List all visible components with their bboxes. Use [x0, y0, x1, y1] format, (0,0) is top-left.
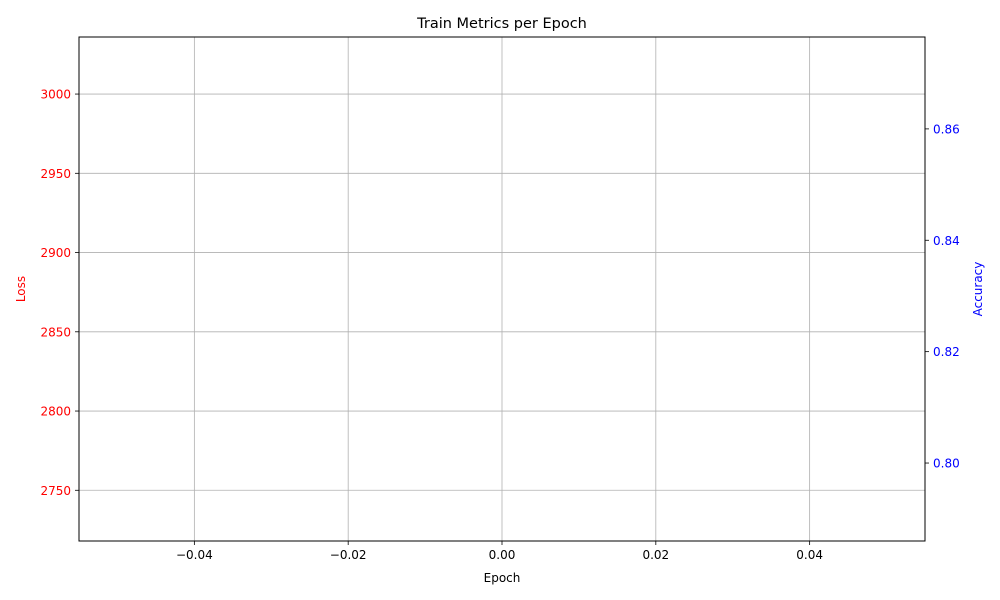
right-y-tick-label: 0.82 — [933, 345, 960, 359]
left-y-tick-label: 2950 — [40, 167, 71, 181]
chart-title: Train Metrics per Epoch — [416, 16, 587, 32]
right-y-tick-label: 0.80 — [933, 457, 960, 471]
grid-lines — [79, 37, 925, 541]
x-tick-label: 0.04 — [796, 548, 823, 562]
left-y-tick-label: 2750 — [40, 484, 71, 498]
right-y-tick-label: 0.86 — [933, 122, 960, 136]
left-y-tick-label: 3000 — [40, 88, 71, 102]
right-y-axis-ticks: 0.80 0.82 0.84 0.86 — [925, 122, 960, 471]
x-axis-ticks: −0.04 −0.02 0.00 0.02 0.04 — [176, 541, 823, 562]
left-y-tick-label: 2850 — [40, 325, 71, 339]
left-y-tick-label: 2900 — [40, 246, 71, 260]
x-tick-label: 0.02 — [642, 548, 669, 562]
x-tick-label: −0.04 — [176, 548, 213, 562]
x-tick-label: 0.00 — [489, 548, 516, 562]
x-tick-label: −0.02 — [330, 548, 367, 562]
left-y-axis-title: Loss — [14, 276, 28, 302]
left-y-tick-label: 2800 — [40, 405, 71, 419]
right-y-tick-label: 0.84 — [933, 234, 960, 248]
x-axis-title: Epoch — [484, 571, 521, 585]
right-y-axis-title: Accuracy — [971, 262, 985, 317]
left-y-axis-ticks: 2750 2800 2850 2900 2950 3000 — [40, 88, 79, 498]
